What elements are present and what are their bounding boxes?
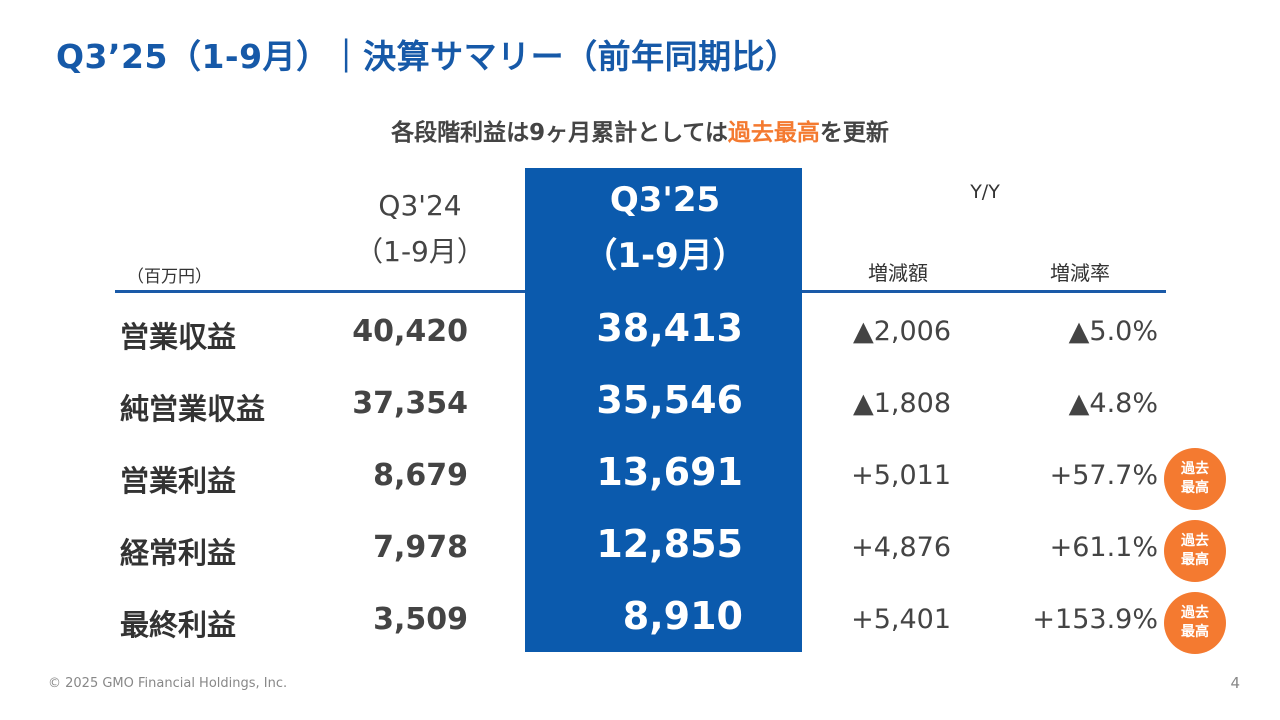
header-prev-range: （1-9月）: [355, 235, 485, 268]
row-change-amount: +4,876: [851, 532, 951, 563]
row-prev-value: 8,679: [373, 458, 468, 493]
table-row-net-operating-revenue: 純営業収益 37,354 35,546 ▲1,808 ▲4.8%: [0, 372, 1280, 442]
subtitle-highlight: 過去最高: [727, 120, 820, 146]
header-rule-left: [115, 290, 525, 293]
row-current-value: 12,855: [596, 522, 743, 566]
slide-title: Q3’25（1-9月）｜決算サマリー（前年同期比）: [56, 37, 799, 76]
row-label: 最終利益: [120, 608, 237, 642]
header-current-period: Q3'25: [609, 180, 721, 220]
table-row-net-income: 最終利益 3,509 8,910 +5,401 +153.9% 過去 最高: [0, 588, 1280, 658]
table-row-operating-income: 営業利益 8,679 13,691 +5,011 +57.7% 過去 最高: [0, 444, 1280, 514]
row-change-rate: +57.7%: [1049, 460, 1158, 491]
row-change-rate: ▲5.0%: [1068, 316, 1158, 347]
badge-text-line2: 最高: [1181, 552, 1209, 568]
badge-text-line2: 最高: [1181, 480, 1209, 496]
header-prev-period: Q3'24: [378, 189, 462, 222]
slide-subtitle: 各段階利益は9ヶ月累計としては過去最高を更新: [0, 113, 1280, 147]
row-change-amount: ▲1,808: [852, 388, 951, 419]
row-label: 営業収益: [120, 320, 237, 354]
header-change-amount: 増減額: [868, 261, 928, 285]
row-current-value: 35,546: [596, 378, 743, 422]
subtitle-text: 各段階利益は9ヶ月累計としては: [391, 120, 728, 146]
header-current-range: （1-9月）: [583, 236, 747, 276]
current-period-column-highlight: [525, 168, 802, 652]
row-prev-value: 37,354: [352, 386, 468, 421]
badge-text-line2: 最高: [1181, 624, 1209, 640]
row-label: 経常利益: [120, 536, 237, 570]
row-prev-value: 40,420: [352, 314, 468, 349]
row-change-rate: +61.1%: [1049, 532, 1158, 563]
row-prev-value: 3,509: [373, 602, 468, 637]
table-row-ordinary-income: 経常利益 7,978 12,855 +4,876 +61.1% 過去 最高: [0, 516, 1280, 586]
row-change-amount: +5,401: [851, 604, 951, 635]
badge-text-line1: 過去: [1181, 461, 1209, 477]
badge-text-line1: 過去: [1181, 605, 1209, 621]
row-label: 純営業収益: [120, 392, 266, 426]
row-change-amount: +5,011: [851, 460, 951, 491]
row-current-value: 8,910: [622, 594, 743, 638]
record-high-badge: 過去 最高: [1164, 520, 1226, 582]
table-row-operating-revenue: 営業収益 40,420 38,413 ▲2,006 ▲5.0%: [0, 300, 1280, 370]
subtitle-text-end: を更新: [819, 120, 889, 146]
header-yoy: Y/Y: [970, 181, 1000, 203]
row-current-value: 13,691: [596, 450, 743, 494]
row-prev-value: 7,978: [373, 530, 468, 565]
row-change-amount: ▲2,006: [852, 316, 951, 347]
copyright-footer: © 2025 GMO Financial Holdings, Inc.: [48, 676, 288, 691]
page-number: 4: [1230, 674, 1240, 692]
header-change-rate: 増減率: [1050, 261, 1110, 285]
record-high-badge: 過去 最高: [1164, 448, 1226, 510]
badge-text-line1: 過去: [1181, 533, 1209, 549]
row-change-rate: ▲4.8%: [1068, 388, 1158, 419]
record-high-badge: 過去 最高: [1164, 592, 1226, 654]
unit-label: （百万円）: [127, 267, 212, 287]
row-label: 営業利益: [120, 464, 237, 498]
row-change-rate: +153.9%: [1032, 604, 1158, 635]
row-current-value: 38,413: [596, 306, 743, 350]
header-rule-right: [802, 290, 1166, 293]
